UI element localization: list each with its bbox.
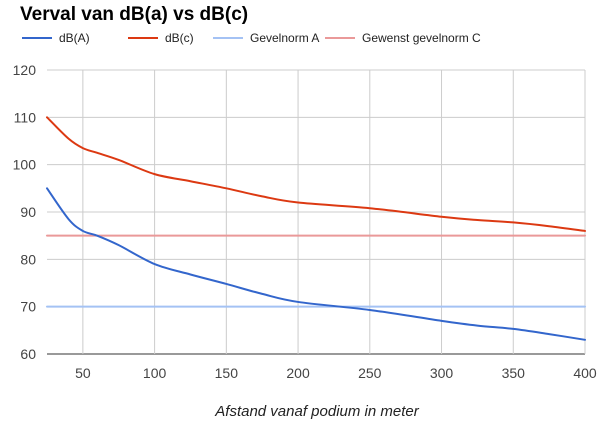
y-tick-label: 100 bbox=[13, 157, 37, 173]
x-tick-label: 100 bbox=[143, 365, 167, 381]
legend-label-gevelnorm-a: Gevelnorm A bbox=[250, 31, 319, 45]
y-axis-ticks: 60 70 80 90 100 110 120 bbox=[13, 62, 37, 362]
series-line-db-a bbox=[46, 187, 586, 341]
x-tick-label: 300 bbox=[430, 365, 454, 381]
x-axis-label: Afstand vanaf podium in meter bbox=[214, 403, 419, 420]
legend: dB(A) dB(c) Gevelnorm A Gewenst gevelnorm C bbox=[22, 31, 481, 45]
x-axis-ticks: 50 100 150 200 250 300 350 400 bbox=[75, 365, 597, 381]
series-lines bbox=[46, 116, 586, 341]
legend-label-gewenst-gevelnorm-c: Gewenst gevelnorm C bbox=[362, 31, 481, 45]
y-tick-label: 80 bbox=[20, 251, 36, 267]
x-tick-label: 50 bbox=[75, 365, 91, 381]
y-tick-label: 70 bbox=[20, 299, 36, 315]
series-line-db-c bbox=[46, 116, 586, 232]
x-tick-label: 200 bbox=[286, 365, 310, 381]
legend-label-db-c: dB(c) bbox=[165, 31, 194, 45]
x-tick-label: 350 bbox=[502, 365, 526, 381]
x-tick-label: 150 bbox=[215, 365, 239, 381]
y-tick-label: 90 bbox=[20, 204, 36, 220]
y-tick-label: 120 bbox=[13, 62, 37, 78]
gridlines bbox=[47, 69, 586, 355]
y-tick-label: 60 bbox=[20, 346, 36, 362]
x-tick-label: 400 bbox=[573, 365, 597, 381]
legend-label-db-a: dB(A) bbox=[59, 31, 90, 45]
y-tick-label: 110 bbox=[14, 109, 37, 125]
chart-title: Verval van dB(a) vs dB(c) bbox=[20, 4, 248, 25]
x-tick-label: 250 bbox=[358, 365, 382, 381]
